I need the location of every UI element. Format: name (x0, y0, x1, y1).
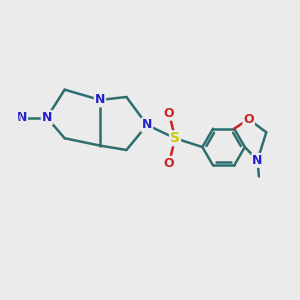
Text: N: N (252, 154, 263, 167)
Text: N: N (17, 111, 27, 124)
Text: N: N (142, 118, 152, 131)
Text: O: O (243, 112, 254, 126)
Text: S: S (170, 131, 180, 145)
Text: O: O (164, 157, 175, 170)
Text: O: O (164, 107, 175, 120)
Text: N: N (42, 111, 52, 124)
Text: /: / (17, 113, 20, 122)
Text: N: N (95, 93, 105, 106)
